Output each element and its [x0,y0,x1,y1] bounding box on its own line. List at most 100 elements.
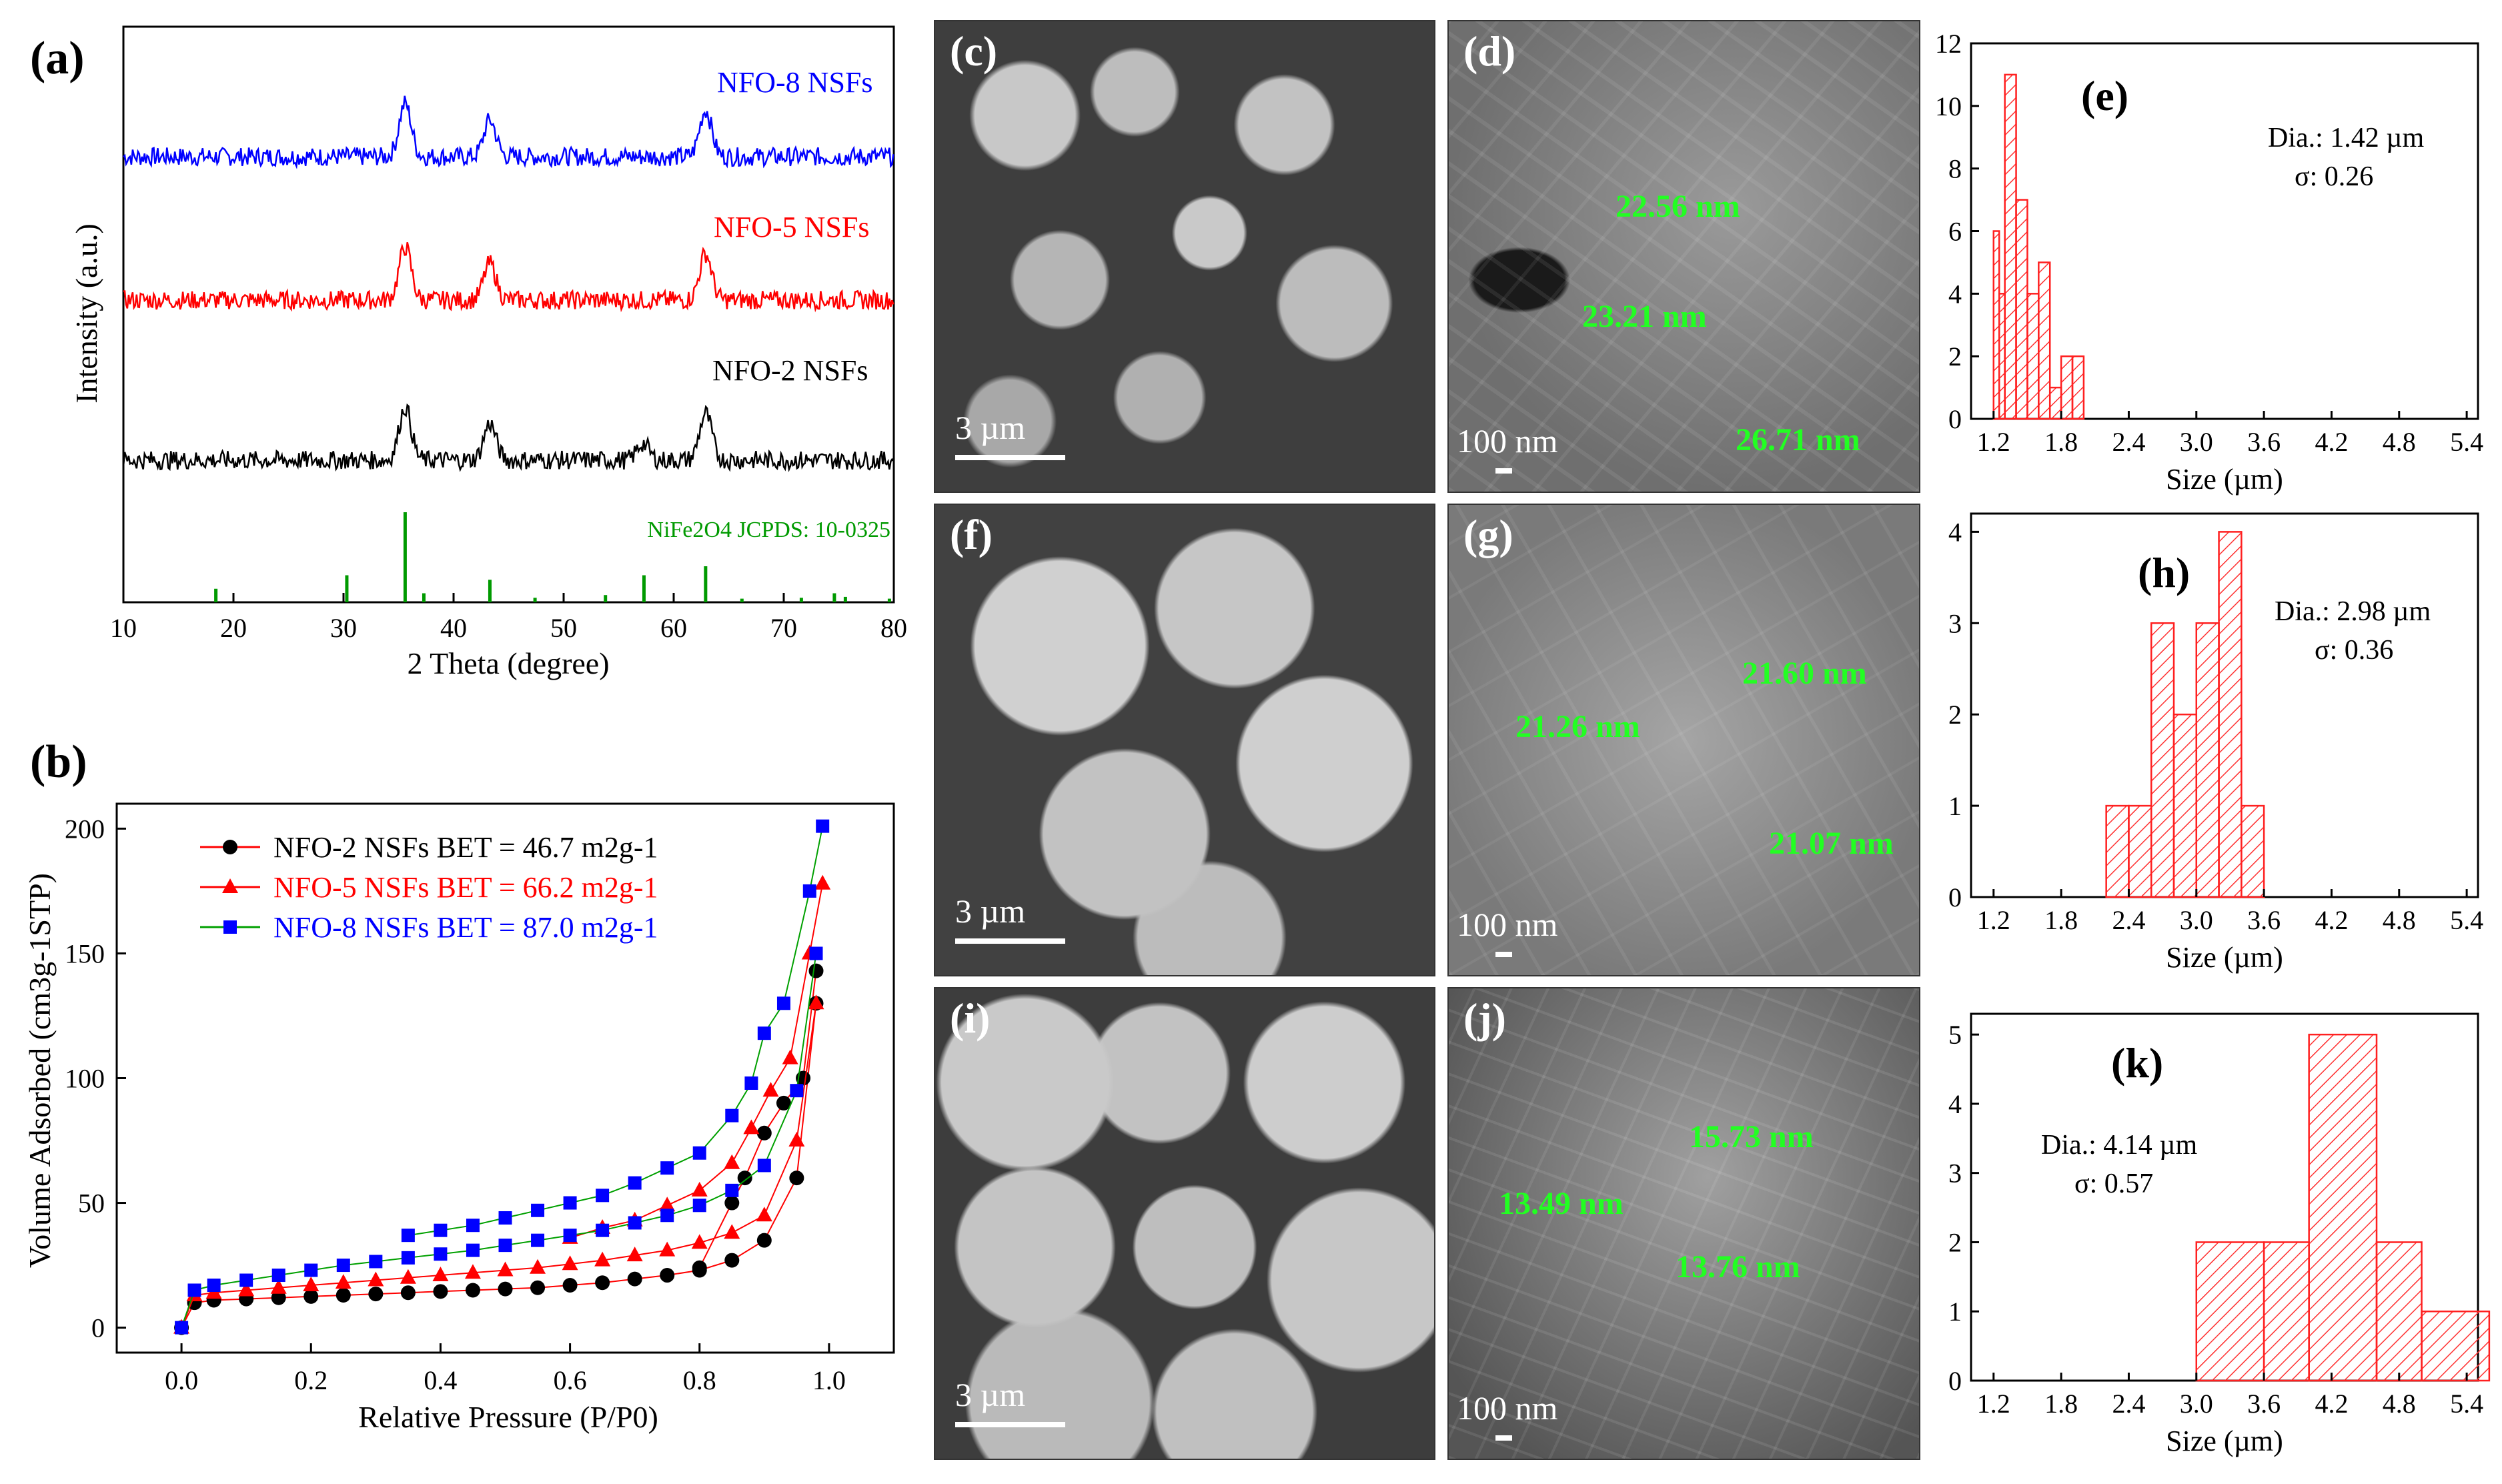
bet-point [626,1247,643,1262]
hist-bar [1992,230,2000,420]
panel-k-histogram: 1.2 1.8 2.4 3.0 3.6 4.2 4.8 5.4 0 1 2 3 4 5 (k) Dia.: 4… [1893,1012,2491,1457]
bet-point [562,1255,578,1271]
bet-point [790,1084,804,1098]
bet-point [531,1233,545,1247]
hist-bar [2038,261,2051,420]
panel-a-xrd: (a) Intensity (a.u.) 2 Theta (degree) 10… [30,25,907,680]
bet-point [223,920,237,934]
panel-a-label: (a) [30,33,85,84]
hist-ytick-label: 3 [1948,1159,1962,1189]
panel-h-histogram: 1.2 1.8 2.4 3.0 3.6 4.2 4.8 5.4 0 1 2 3 4 (h) Dia.: 2.… [1893,512,2483,974]
hist-panel-label: (k) [2111,1039,2163,1086]
hist-ytick-label: 1 [1948,1297,1962,1327]
hist-bar [2241,804,2265,898]
measure-j-1: 15.73 nm [1689,1119,1814,1155]
reference-label: NiFe2O4 JCPDS: 10-0325 [647,518,890,542]
bet-point [464,1264,481,1279]
hist-xtick-label: 4.8 [2383,905,2416,935]
hist-ytick-label: 12 [1935,29,1962,59]
bet-point [563,1196,577,1210]
bet-point [400,1285,416,1301]
a-xtick-label: 40 [440,613,467,643]
bet-point [756,1207,772,1222]
panel-b-label: (b) [30,736,87,788]
hist-xtick-label: 1.2 [1977,1389,2010,1419]
hist-ytick-label: 3 [1948,608,1962,638]
bet-point [725,1183,739,1197]
bet-point [466,1243,480,1257]
hist-bar [2263,1241,2310,1382]
hist-ytick-label: 2 [1948,700,1962,730]
hist-ytick-label: 4 [1948,1089,1962,1119]
panel-e-histogram: 1.2 1.8 2.4 3.0 3.6 4.2 4.8 5.4 0 2 4 6 8 10 12 (e) Dia.… [1893,29,2483,496]
bet-point [433,1284,448,1299]
hist-diameter: Dia.: 2.98 µm [2275,596,2431,627]
hist-ytick-label: 8 [1948,154,1962,184]
bet-point [776,996,790,1010]
hist-bar [1998,293,2006,420]
bet-point [369,1255,383,1269]
bet-point [530,1280,546,1295]
hist-bar [2218,531,2243,898]
hist-xtick-label: 4.2 [2315,1389,2348,1419]
hist-xtick-label: 1.8 [2044,905,2078,935]
bet-point [271,1269,285,1283]
b-ytick-label: 0 [91,1313,105,1343]
measure-j-3: 13.76 nm [1676,1249,1800,1285]
hist-xtick-label: 3.6 [2247,905,2281,935]
hist-xtick-label: 5.4 [2450,905,2483,935]
bet-point [757,1026,771,1040]
a-xtick-label: 80 [880,613,907,643]
bet-point [802,884,816,898]
b-xtick-label: 1.0 [812,1365,846,1395]
bet-point [814,874,831,890]
panel-b-ylabel: Volume Adsorbed (cm3g-1STP) [23,873,57,1268]
measure-j-2: 13.49 nm [1499,1186,1624,1221]
panel-b-series [173,819,831,1335]
panel-a-traces [122,95,894,473]
sem-scale-j: 100 nm [1457,1389,1558,1427]
sem-label-g: (g) [1463,511,1513,558]
bet-point [724,1224,740,1239]
bet-point [628,1176,642,1190]
bet-point [401,1251,415,1265]
hist-bar [2128,804,2152,898]
bet-point [660,1209,674,1223]
a-xtick-label: 20 [220,613,247,643]
sem-scalebar-j [1495,1435,1512,1441]
panel-b-bet: (b) Volume Adsorbed (cm3g-1STP) Relative… [23,736,895,1434]
measure-d-1: 22.56 nm [1616,189,1740,224]
bet-point [187,1283,201,1297]
trace-label-nfo2: NFO-2 NSFs [712,354,868,387]
bet-point [223,840,237,854]
hist-bar [2071,355,2085,420]
hist-xlabel: Size (µm) [2166,941,2283,974]
sem-scalebar-f [955,938,1065,944]
bet-point [304,1263,318,1277]
a-xtick-label: 10 [110,613,137,643]
hist-ytick-label: 5 [1948,1020,1962,1050]
bet-point [594,1251,611,1267]
panel-a-xticks: 10 20 30 40 50 60 70 80 [110,593,907,643]
bet-point [498,1211,512,1225]
bet-point [595,1275,610,1291]
bet-point [466,1219,480,1233]
hist-xlabel: Size (µm) [2166,463,2283,496]
hist-ytick-label: 2 [1948,341,1962,372]
bet-point [692,1260,707,1275]
hist-ytick-label: 0 [1948,1366,1962,1396]
sem-label-f: (f) [950,511,993,558]
b-ytick-label: 150 [65,938,105,968]
bet-point [691,1234,708,1249]
a-xtick-label: 60 [660,613,687,643]
hist-bar [2048,386,2062,420]
bet-point [782,1049,798,1064]
sem-label-c: (c) [950,27,998,75]
hist-bar [2015,199,2028,420]
bet-point [660,1268,675,1283]
hist-sigma: σ: 0.26 [2295,161,2373,192]
measure-g-1: 21.60 nm [1742,656,1867,691]
hist-bar [2150,622,2175,898]
hist-bar [2105,804,2130,898]
a-xtick-label: 70 [770,613,797,643]
